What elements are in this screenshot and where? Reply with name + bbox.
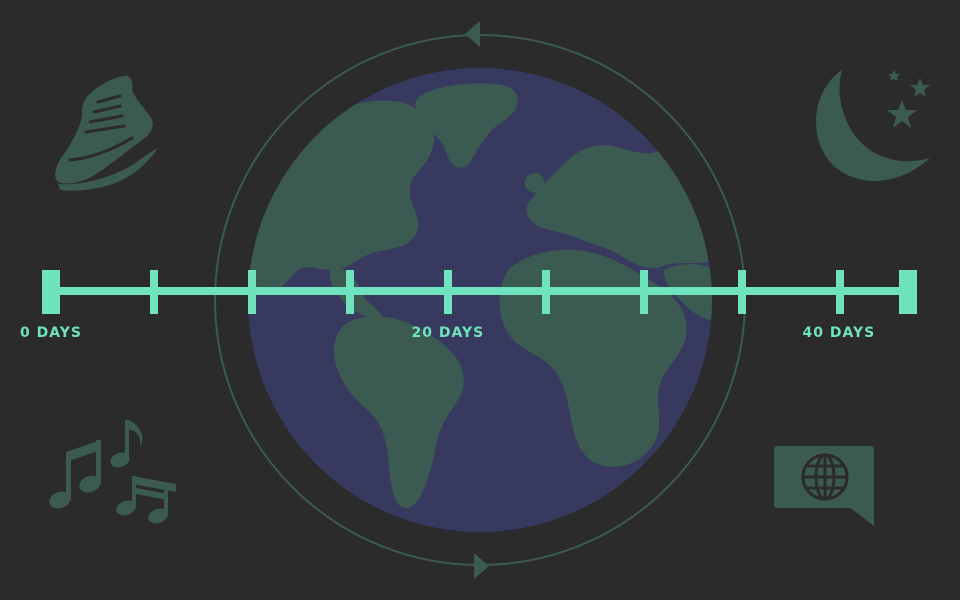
timeline (42, 270, 917, 314)
timeline-tick (738, 270, 746, 314)
timeline-tick (640, 270, 648, 314)
running-shoe-icon (55, 75, 158, 191)
continent-europe (524, 145, 712, 268)
timeline-tick (150, 270, 158, 314)
timeline-label: 40 DAYS (802, 325, 876, 341)
timeline-tick (444, 270, 452, 314)
orbit-arrow-top-icon (465, 21, 480, 47)
globe-earth-icon (248, 68, 712, 532)
language-speech-bubble-icon (774, 446, 874, 526)
timeline-label: 0 DAYS (20, 325, 82, 341)
timeline-tick (346, 270, 354, 314)
timeline-label: 20 DAYS (411, 325, 485, 341)
orbit-arrow-bottom-icon (474, 553, 489, 579)
timeline-end-cap (899, 270, 917, 314)
timeline-tick (542, 270, 550, 314)
timeline-start-cap (42, 270, 60, 314)
timeline-tick (248, 270, 256, 314)
continent-south-america (333, 316, 464, 508)
timeline-ticks (150, 270, 844, 314)
continent-greenland (415, 83, 518, 168)
timeline-bar (50, 287, 908, 295)
music-notes-icon (49, 420, 176, 524)
timeline-tick (836, 270, 844, 314)
moon-and-stars-icon (816, 70, 930, 181)
